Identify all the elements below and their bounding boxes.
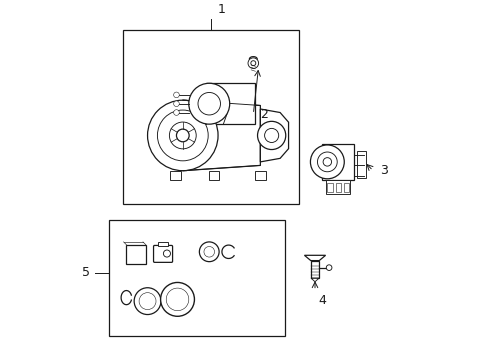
Circle shape	[317, 152, 337, 172]
Bar	[122, 30, 299, 204]
Circle shape	[247, 58, 258, 68]
Ellipse shape	[249, 57, 257, 61]
Circle shape	[173, 101, 179, 107]
Circle shape	[264, 129, 278, 143]
Bar	[255, 171, 265, 180]
Bar	[326, 183, 332, 192]
Text: 3: 3	[380, 164, 387, 177]
Circle shape	[169, 122, 196, 149]
Text: 5: 5	[82, 266, 90, 279]
Bar	[170, 171, 181, 180]
Circle shape	[323, 158, 331, 166]
Text: 4: 4	[318, 294, 325, 307]
Circle shape	[257, 121, 285, 149]
Bar	[325, 180, 349, 194]
Circle shape	[199, 242, 219, 262]
Circle shape	[176, 129, 189, 142]
Circle shape	[139, 293, 156, 310]
Circle shape	[173, 92, 179, 98]
Bar	[158, 242, 168, 247]
Circle shape	[134, 288, 161, 315]
Circle shape	[203, 247, 214, 257]
Polygon shape	[183, 100, 260, 171]
Text: 2: 2	[260, 108, 268, 121]
Circle shape	[157, 110, 208, 161]
Circle shape	[310, 145, 344, 179]
Bar	[208, 171, 219, 180]
Circle shape	[166, 288, 188, 311]
Circle shape	[325, 265, 331, 270]
Bar	[205, 83, 255, 124]
Bar	[126, 245, 145, 264]
Circle shape	[147, 100, 218, 171]
Circle shape	[163, 250, 170, 257]
Circle shape	[173, 110, 179, 115]
Bar	[357, 151, 366, 178]
Text: 1: 1	[217, 3, 225, 15]
Circle shape	[198, 93, 220, 115]
Circle shape	[250, 61, 255, 66]
Polygon shape	[260, 109, 288, 162]
Bar	[335, 183, 341, 192]
Bar	[108, 220, 285, 336]
Polygon shape	[310, 278, 318, 282]
Bar	[343, 183, 348, 192]
Polygon shape	[304, 255, 325, 261]
Circle shape	[160, 283, 194, 316]
Bar	[310, 261, 318, 278]
FancyBboxPatch shape	[153, 246, 172, 262]
Circle shape	[188, 83, 229, 124]
Bar	[322, 144, 353, 180]
